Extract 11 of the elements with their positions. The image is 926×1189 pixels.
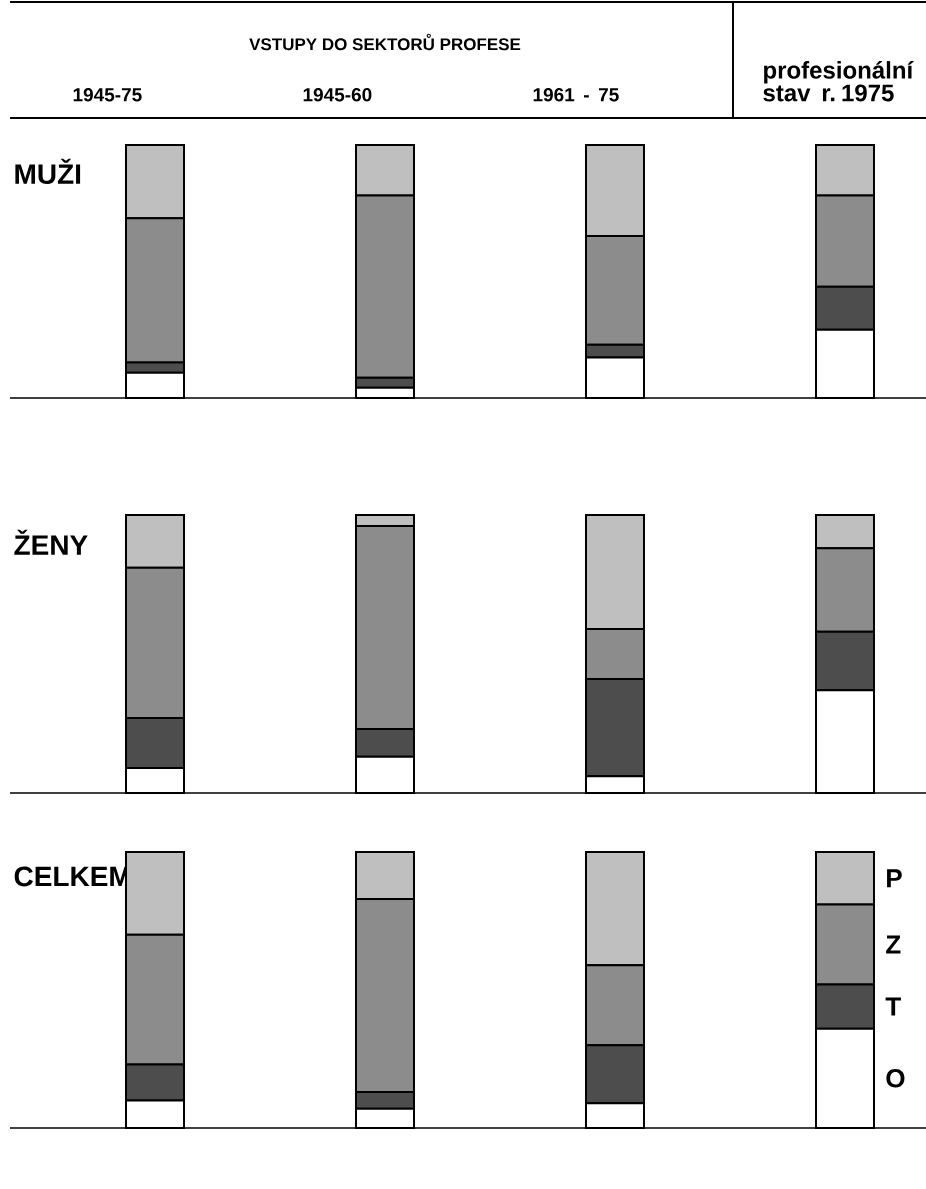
series-label: P	[887, 869, 902, 888]
chart-title: ŽENY	[14, 529, 88, 555]
series-label: O	[886, 1069, 905, 1088]
chart-title: MUŽI	[15, 158, 81, 184]
x-tick-label: profesionální stav r. 1975	[763, 60, 914, 102]
x-tick-label: 1945-60	[303, 88, 372, 102]
x-tick-label: 1961 - 75	[533, 88, 619, 102]
series-label: T	[885, 997, 901, 1016]
x-tick-label: 1945-75	[73, 88, 142, 102]
text: VSTUPY DO SEKTORŮ PROFESE	[249, 33, 521, 51]
series-label: Z	[886, 935, 901, 954]
